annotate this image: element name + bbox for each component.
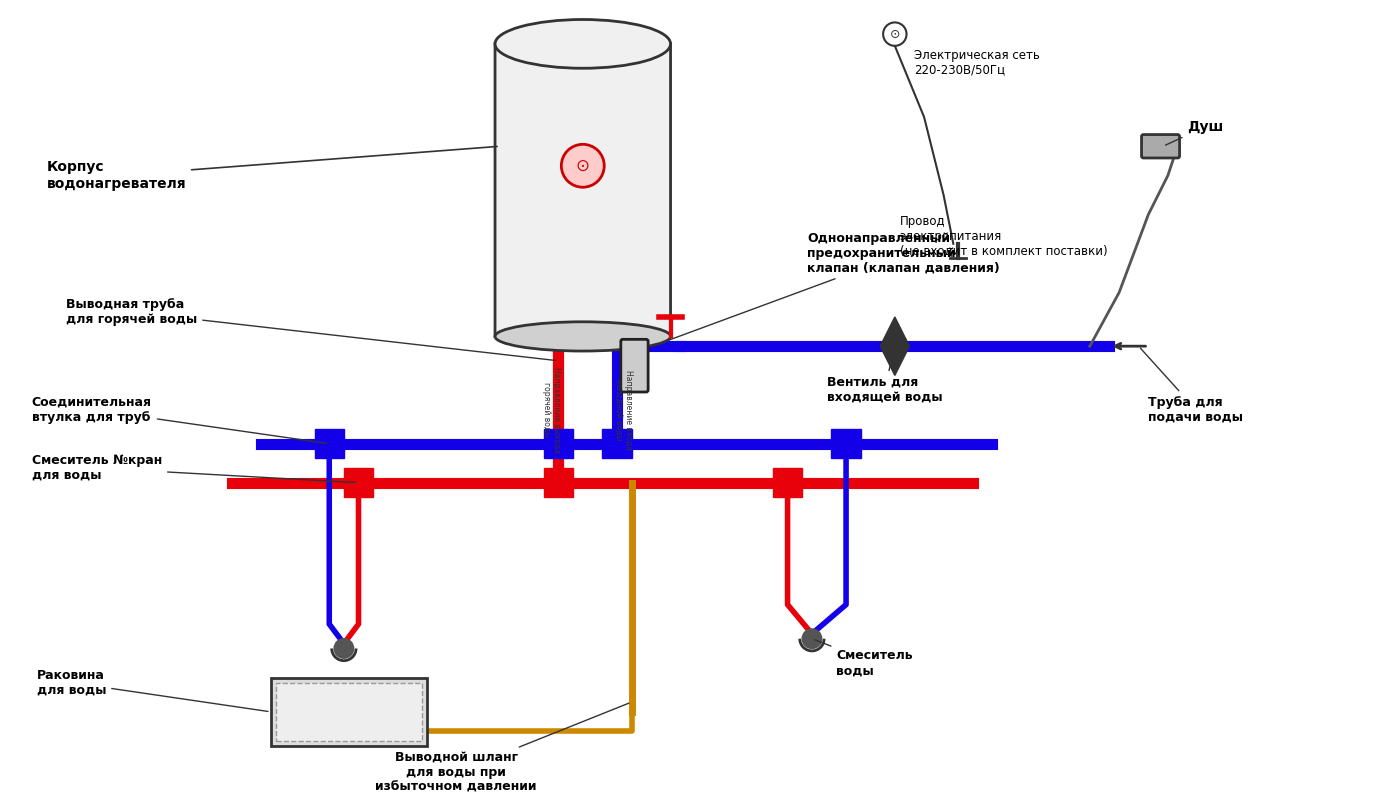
Bar [772, 468, 803, 498]
Text: Труба для
подачи воды: Труба для подачи воды [1140, 348, 1243, 423]
Text: Корпус
водонагревателя: Корпус водонагревателя [47, 146, 497, 190]
Circle shape [803, 629, 822, 649]
Polygon shape [880, 346, 909, 375]
Text: Раковина
для воды: Раковина для воды [37, 669, 268, 711]
Text: Соединительная
втулка для труб: Соединительная втулка для труб [32, 395, 327, 443]
Text: Вентиль для
входящей воды: Вентиль для входящей воды [826, 349, 943, 404]
Text: Однонаправленный
предохранительный
клапан (клапан давления): Однонаправленный предохранительный клапа… [668, 232, 999, 340]
Text: Провод
электропитания
(не входит в комплект поставки): Провод электропитания (не входит в компл… [900, 214, 1107, 258]
Text: Выводной шланг
для воды при
избыточном давлении: Выводной шланг для воды при избыточном д… [375, 703, 628, 794]
Text: Душ: Душ [1165, 120, 1223, 145]
Bar [544, 429, 573, 458]
Text: Направление входа
холодной воды: Направление входа холодной воды [614, 370, 634, 450]
Text: ⊙: ⊙ [576, 157, 590, 174]
Bar [314, 429, 343, 458]
Bar [271, 678, 426, 746]
FancyBboxPatch shape [621, 339, 648, 392]
Text: Смеситель
воды: Смеситель воды [815, 640, 913, 677]
Bar [343, 468, 374, 498]
Bar [544, 468, 573, 498]
Circle shape [334, 638, 354, 658]
Bar [275, 682, 422, 741]
Text: Электрическая сеть
220-230В/50Гц: Электрическая сеть 220-230В/50Гц [915, 49, 1041, 77]
Text: Смеситель №кран
для воды: Смеситель №кран для воды [32, 454, 356, 482]
FancyBboxPatch shape [495, 44, 670, 337]
Text: Выводная труба
для горячей воды: Выводная труба для горячей воды [66, 298, 555, 361]
Ellipse shape [495, 322, 670, 351]
Polygon shape [880, 317, 909, 346]
Text: Направление выхода
горячей воды: Направление выхода горячей воды [543, 366, 562, 453]
Bar [602, 429, 631, 458]
Circle shape [883, 22, 907, 46]
Bar [832, 429, 861, 458]
Circle shape [562, 144, 605, 187]
FancyBboxPatch shape [1142, 134, 1179, 158]
Ellipse shape [495, 19, 670, 68]
Text: ⊙: ⊙ [890, 28, 900, 41]
